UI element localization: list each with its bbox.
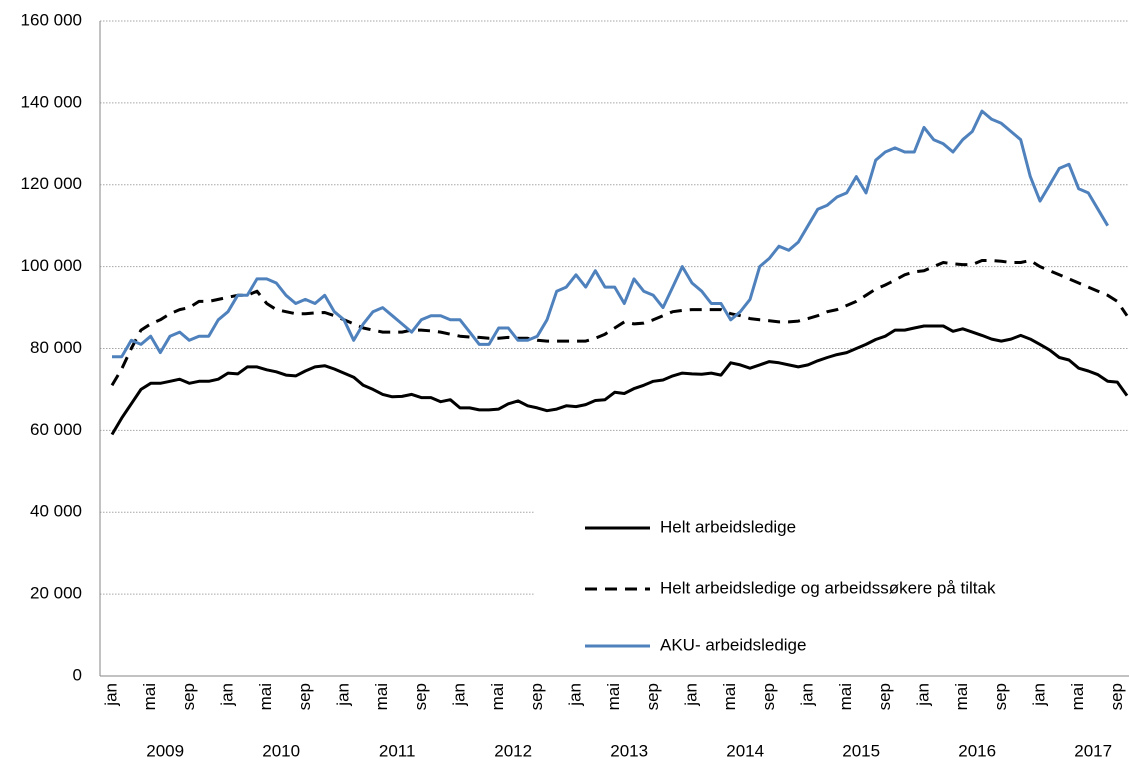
y-tick-label: 80 000 <box>30 338 82 357</box>
y-tick-label: 0 <box>73 665 82 684</box>
year-label: 2015 <box>842 741 880 760</box>
year-label: 2011 <box>379 741 416 760</box>
year-label: 2010 <box>262 741 300 760</box>
y-tick-label: 40 000 <box>30 502 82 521</box>
x-tick-label: sep <box>411 683 430 710</box>
legend-label: Helt arbeidsledige <box>660 517 796 536</box>
legend: Helt arbeidsledige Helt arbeidsledige og … <box>535 492 1129 675</box>
legend-label: Helt arbeidsledige og arbeidssøkere på t… <box>660 578 996 597</box>
x-tick-label: mai <box>604 683 623 710</box>
x-tick-label: jan <box>797 683 816 707</box>
y-tick-label: 160 000 <box>21 10 82 29</box>
series-line <box>110 324 1129 436</box>
x-tick-label: sep <box>875 683 894 710</box>
y-tick-label: 140 000 <box>21 92 82 111</box>
x-tick-label: sep <box>1107 683 1126 710</box>
x-tick-label: jan <box>217 683 236 707</box>
year-label: 2016 <box>958 741 996 760</box>
x-tick-label: jan <box>565 683 584 707</box>
x-tick-label: jan <box>333 683 352 707</box>
year-label: 2017 <box>1074 741 1112 760</box>
x-tick-label: jan <box>449 683 468 707</box>
series-line <box>110 259 1129 387</box>
x-tick-label: mai <box>952 683 971 710</box>
x-tick-label: mai <box>488 683 507 710</box>
x-tick-label: jan <box>681 683 700 707</box>
y-tick-label: 60 000 <box>30 420 82 439</box>
x-tick-label: jan <box>101 683 120 707</box>
x-tick-label: sep <box>179 683 198 710</box>
series-line <box>112 109 1109 359</box>
x-tick-label: sep <box>295 683 314 710</box>
y-tick-label: 100 000 <box>21 256 82 275</box>
x-tick-label: sep <box>991 683 1010 710</box>
x-tick-label: mai <box>720 683 739 710</box>
x-tick-label: mai <box>1068 683 1087 710</box>
y-tick-label: 20 000 <box>30 584 82 603</box>
year-label: 2009 <box>146 741 184 760</box>
legend-label: AKU- arbeidsledige <box>660 635 806 654</box>
x-tick-label: mai <box>256 683 275 710</box>
x-tick-label: mai <box>372 683 391 710</box>
year-label: 2014 <box>726 741 764 760</box>
y-tick-label: 120 000 <box>21 174 82 193</box>
year-label: 2012 <box>494 741 532 760</box>
x-tick-label: mai <box>140 683 159 710</box>
x-tick-label: sep <box>643 683 662 710</box>
x-tick-label: sep <box>759 683 778 710</box>
x-tick-label: mai <box>836 683 855 710</box>
x-tick-label: jan <box>1029 683 1048 707</box>
x-tick-label: sep <box>527 683 546 710</box>
x-tick-label: jan <box>913 683 932 707</box>
year-label: 2013 <box>610 741 648 760</box>
